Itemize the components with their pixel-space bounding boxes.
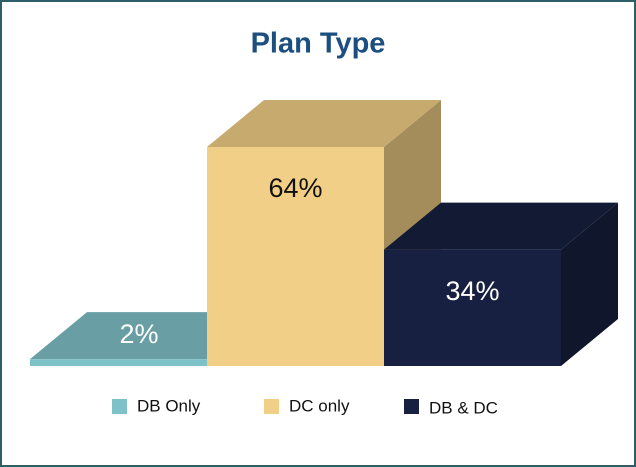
data-label: 34% <box>445 276 499 306</box>
legend-swatch <box>404 399 419 414</box>
bar-top <box>30 312 264 360</box>
legend-label: DC only <box>289 396 350 415</box>
data-label: 64% <box>268 173 322 203</box>
bar-top <box>384 202 618 250</box>
legend-label: DB Only <box>137 396 201 415</box>
chart-title: Plan Type <box>251 28 386 60</box>
legend-swatch <box>112 399 127 414</box>
bar-side <box>561 202 618 366</box>
legend-label: DB & DC <box>429 398 498 417</box>
data-label: 2% <box>119 319 158 349</box>
bar <box>384 249 561 366</box>
legend-swatch <box>264 399 279 414</box>
bar-top <box>207 100 441 147</box>
bar <box>207 147 384 366</box>
bar <box>30 359 207 366</box>
